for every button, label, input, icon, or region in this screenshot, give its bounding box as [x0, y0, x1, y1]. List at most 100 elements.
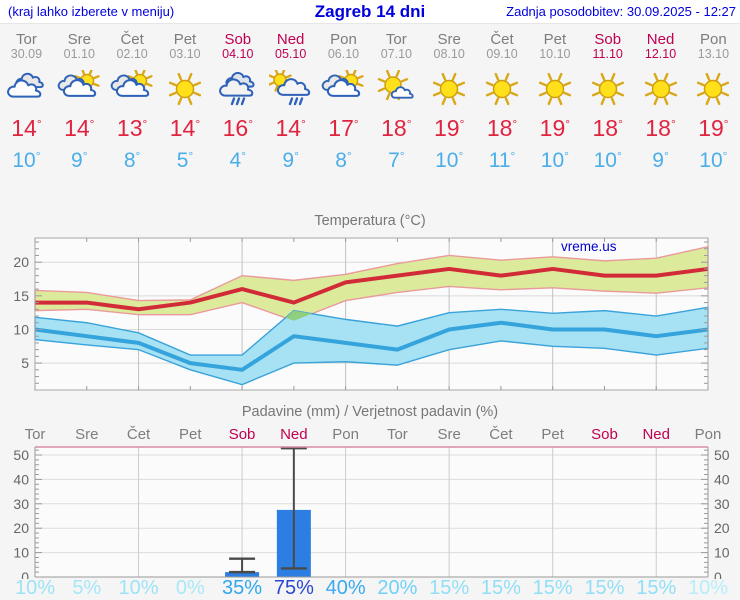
- weather-icon-cell: [581, 70, 634, 108]
- precip-day-label: Tor: [24, 426, 46, 443]
- low-temperature: 9°: [71, 149, 88, 172]
- precip-day-label: Sre: [75, 426, 99, 443]
- precip-y-tick-label-left: 30: [13, 496, 29, 512]
- day-name: Pon: [330, 31, 357, 48]
- precip-day-label: Sob: [591, 426, 618, 443]
- high-temperature: 18°: [645, 115, 676, 141]
- weather-icon-cell: [264, 70, 317, 108]
- day-column: Čet 09.10 18° 11°: [476, 26, 529, 173]
- day-name: Sre: [67, 31, 91, 48]
- sunny-icon: [538, 72, 571, 106]
- day-date: 04.10: [222, 47, 254, 61]
- sunny-icon: [485, 72, 519, 106]
- day-column: Sob 04.10 16° 4°: [211, 26, 264, 173]
- weather-icon-cell: [423, 70, 476, 108]
- day-date: 10.10: [539, 47, 571, 61]
- day-date: 13.10: [697, 47, 730, 61]
- day-column: Ned 05.10 14° 9°: [264, 26, 317, 173]
- day-date: 01.10: [63, 47, 95, 61]
- high-temperature: 14°: [275, 115, 306, 141]
- precipitation-chart-title: Padavine (mm) / Verjetnost padavin (%): [241, 404, 499, 420]
- page-header: (kraj lahko izberete v meniju) Zagreb 14…: [0, 0, 740, 24]
- partly-cloudy-icon: [57, 70, 100, 97]
- weather-icon-cell: [634, 70, 687, 108]
- precip-day-label: Čet: [489, 426, 513, 443]
- precip-day-label: Ned: [280, 426, 308, 443]
- weather-icon-cell: [687, 70, 740, 108]
- precip-day-label: Sre: [437, 426, 461, 443]
- precip-probability-label: 15%: [584, 577, 625, 599]
- weather-icon-cell: [159, 70, 212, 108]
- day-date: 09.10: [486, 47, 518, 61]
- precip-y-tick-label-right: 20: [714, 520, 730, 536]
- high-temperature: 14°: [11, 115, 42, 141]
- low-temperature: 7°: [388, 149, 405, 172]
- min-temperature-line: [34, 320, 709, 372]
- low-temperature: 4°: [229, 149, 247, 172]
- high-temperature: 14°: [64, 115, 95, 141]
- day-name: Čet: [120, 31, 144, 48]
- precip-probability-label: 35%: [222, 577, 263, 599]
- precip-bar: [225, 572, 260, 577]
- low-temperature: 9°: [652, 149, 669, 172]
- precip-y-tick-label-left: 50: [13, 447, 29, 463]
- low-temperature: 10°: [699, 149, 728, 172]
- high-temperature: 17°: [328, 115, 359, 141]
- day-date: 03.10: [169, 47, 201, 61]
- precip-probability-label: 0%: [175, 577, 205, 599]
- day-date: 11.10: [592, 47, 623, 61]
- high-temperature: 19°: [433, 115, 465, 141]
- weather-icon-cell: [53, 70, 106, 108]
- location-hint-text: (kraj lahko izberete v meniju): [8, 4, 175, 19]
- day-name: Pet: [543, 31, 567, 48]
- day-column: Pon 06.10 17° 8°: [317, 26, 370, 173]
- sun-cloud-rain-icon: [268, 70, 310, 106]
- precip-y-tick-label-left: 0: [21, 569, 29, 579]
- forecast-strip: Tor 30.09 14° 10° Sre 01.10 14° 9° Čet 02.10 13° 8°…: [0, 26, 740, 173]
- precip-probability-label: 5%: [72, 577, 102, 599]
- precip-day-label: Pon: [332, 426, 359, 443]
- sunny-icon: [644, 72, 677, 106]
- precip-y-tick-label-left: 40: [13, 471, 29, 487]
- sunny-icon: [433, 72, 466, 106]
- precip-day-label: Pon: [694, 426, 722, 443]
- day-column: Sre 01.10 14° 9°: [53, 26, 106, 173]
- precip-day-label: Tor: [386, 426, 408, 443]
- precip-probability-label: 10%: [118, 577, 159, 599]
- day-date: 08.10: [433, 47, 465, 61]
- low-temperature: 11°: [488, 149, 516, 172]
- temp-y-tick-label: 10: [13, 321, 29, 337]
- high-temperature: 19°: [539, 115, 571, 141]
- sunny-icon: [168, 72, 202, 106]
- sunny-icon: [591, 72, 624, 106]
- precip-day-label: Čet: [126, 426, 151, 443]
- rain-icon: [218, 71, 255, 106]
- precip-probability-label: 15%: [480, 577, 521, 599]
- mostly-sunny-icon: [378, 70, 414, 101]
- day-column: Čet 02.10 13° 8°: [106, 26, 159, 173]
- day-column: Tor 07.10 18° 7°: [370, 26, 423, 173]
- low-temperature: 10°: [593, 149, 622, 172]
- sunny-icon: [697, 72, 730, 106]
- temp-y-tick-label: 20: [13, 254, 29, 270]
- day-date: 06.10: [327, 47, 360, 61]
- day-name: Sob: [224, 31, 252, 48]
- high-temperature: 18°: [486, 115, 518, 141]
- precip-probability-label: 10%: [14, 577, 56, 599]
- weather-icon-cell: [0, 70, 53, 108]
- weather-icon-cell: [317, 70, 370, 108]
- day-name: Sre: [437, 31, 461, 48]
- precip-y-tick-label-right: 50: [714, 447, 730, 463]
- day-name: Ned: [276, 31, 305, 48]
- high-temperature: 18°: [381, 115, 412, 141]
- precipitation-day-labels: Tor Sre Čet Pet Sob Ned Pon Tor Sre Čet Pet Sob Ned P…: [0, 426, 740, 446]
- precip-y-tick-label-right: 30: [714, 496, 730, 512]
- day-column: Sob 11.10 18° 10°: [581, 26, 634, 173]
- precip-probability-label: 15%: [429, 577, 470, 599]
- day-name: Sob: [594, 31, 622, 48]
- precip-day-label: Ned: [642, 426, 670, 443]
- day-date: 30.09: [10, 47, 43, 61]
- high-temperature: 16°: [222, 115, 253, 141]
- precip-day-label: Pet: [179, 426, 202, 443]
- band-overlap-region: [285, 310, 312, 321]
